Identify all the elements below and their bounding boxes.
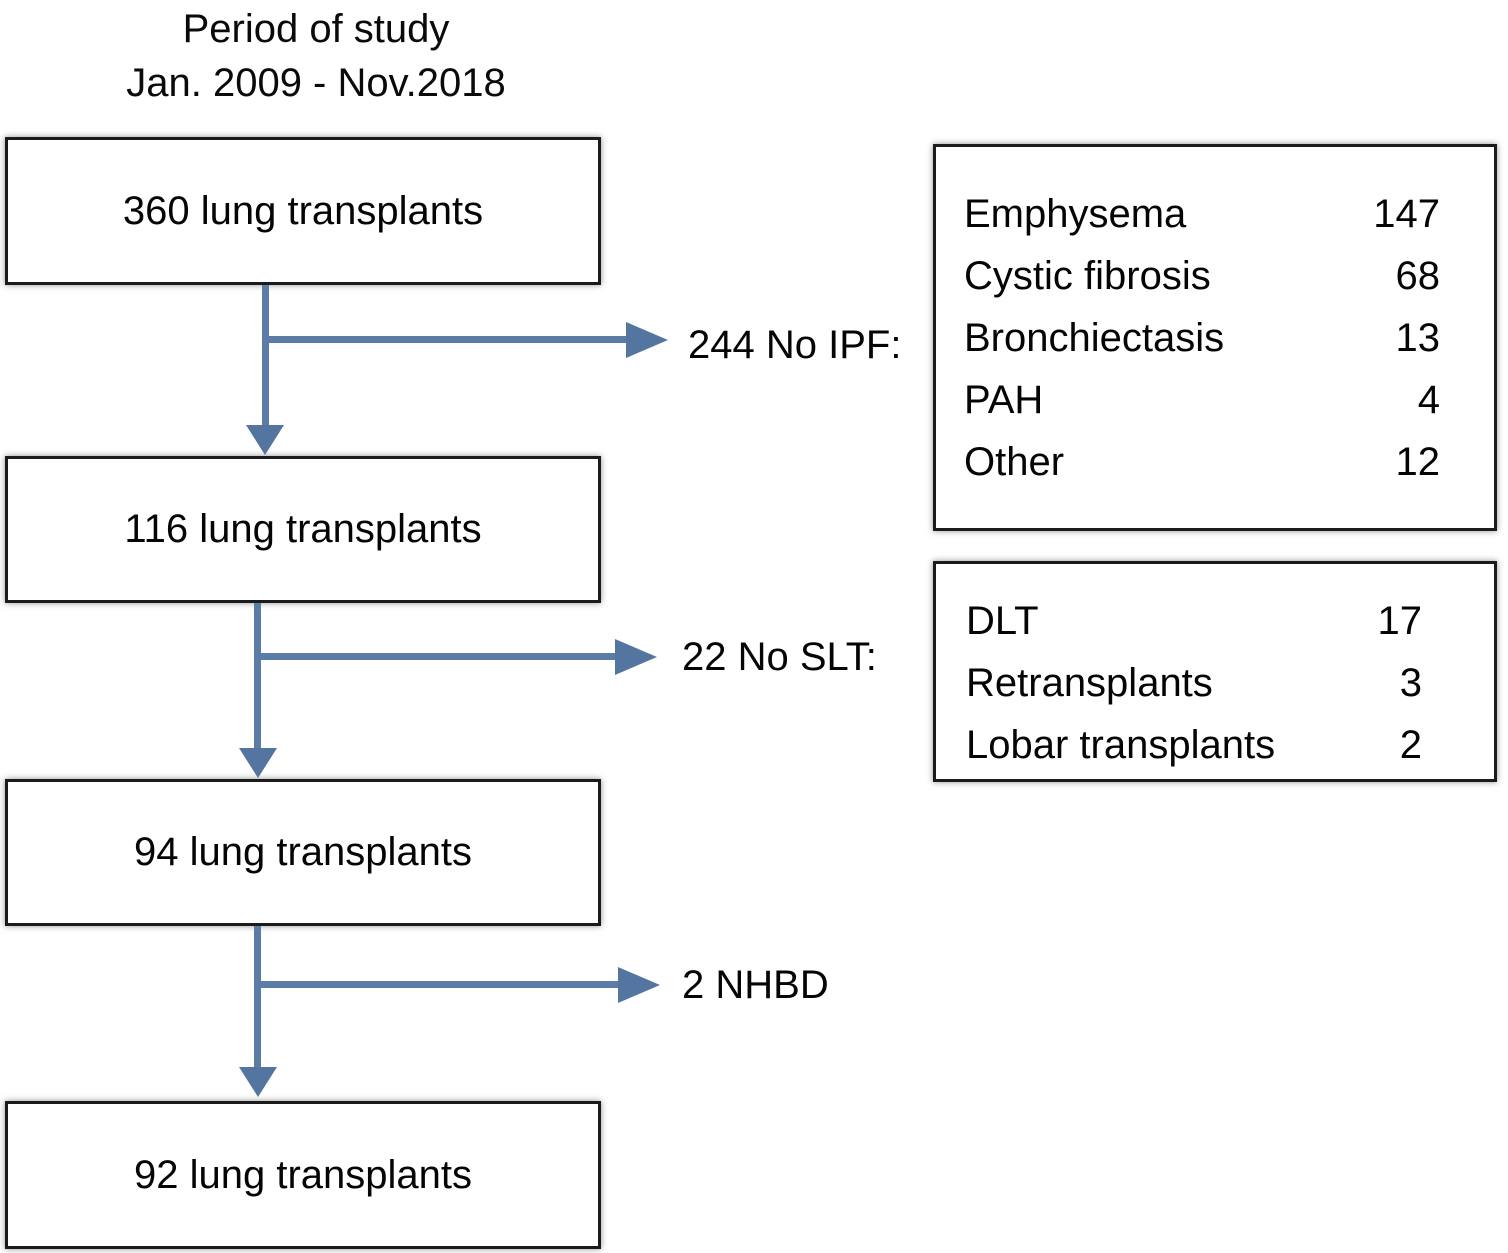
diagnosis-label: Cystic fibrosis [964,253,1211,298]
study-period-title-line1: Period of study [182,7,450,51]
diagnosis-label: Bronchiectasis [964,315,1225,360]
connector-line-vertical [262,285,269,425]
flow-box-360-lung-transplants: 360 lung transplants [5,137,601,285]
flow-box-label: 116 lung transplants [124,507,482,551]
connector-line-vertical [254,603,261,748]
branch-label-nhbd: 2 NHBD [682,963,829,1007]
procedure-label: DLT [966,598,1039,643]
procedure-count: 3 [1399,660,1422,705]
flow-box-92-lung-transplants: 92 lung transplants [5,1101,601,1249]
down-arrow-icon [246,425,284,455]
detail-row: Bronchiectasis 13 [964,307,1440,369]
flow-box-94-lung-transplants: 94 lung transplants [5,779,601,926]
right-arrow-icon [618,967,660,1003]
study-period-title-line2: Jan. 2009 - Nov.2018 [126,61,506,105]
flow-box-label: 360 lung transplants [122,188,484,233]
flow-box-label: 92 lung transplants [133,1152,472,1197]
procedure-label: Lobar transplants [966,722,1276,767]
detail-row: PAH 4 [964,369,1440,431]
diagnosis-count: 13 [1395,315,1441,360]
diagnosis-label: Emphysema [964,191,1187,236]
branch-label-no-ipf: 244 No IPF: [688,323,902,367]
diagnosis-count: 4 [1417,377,1440,422]
connector-line-horizontal [258,653,615,660]
detail-row: Other 12 [964,431,1440,493]
connector-line-vertical [254,926,261,1067]
detail-box-excluded-procedures: DLT 17 Retransplants 3 Lobar transplants… [933,561,1497,782]
connector-line-horizontal [258,981,618,988]
right-arrow-icon [626,322,668,358]
diagnosis-count: 147 [1373,191,1440,236]
detail-row: Lobar transplants 2 [966,714,1422,776]
detail-row: Cystic fibrosis 68 [964,245,1440,307]
detail-box-excluded-diagnoses: Emphysema 147 Cystic fibrosis 68 Bronchi… [933,144,1497,531]
diagnosis-label: Other [964,439,1065,484]
right-arrow-icon [615,639,657,675]
flow-box-label: 94 lung transplants [133,830,472,874]
diagnosis-label: PAH [964,377,1044,422]
down-arrow-icon [239,1067,277,1097]
detail-row: Emphysema 147 [964,183,1440,245]
study-period-title: Period of study Jan. 2009 - Nov.2018 [0,2,632,110]
procedure-count: 17 [1377,598,1423,643]
detail-row: Retransplants 3 [966,652,1422,714]
diagnosis-count: 68 [1395,253,1441,298]
procedure-label: Retransplants [966,660,1213,705]
branch-label-no-slt: 22 No SLT: [682,635,877,679]
diagnosis-count: 12 [1395,439,1441,484]
procedure-count: 2 [1399,722,1422,767]
detail-row: DLT 17 [966,590,1422,652]
connector-line-horizontal [265,336,626,343]
flow-box-116-lung-transplants: 116 lung transplants [5,456,601,603]
down-arrow-icon [239,748,277,778]
